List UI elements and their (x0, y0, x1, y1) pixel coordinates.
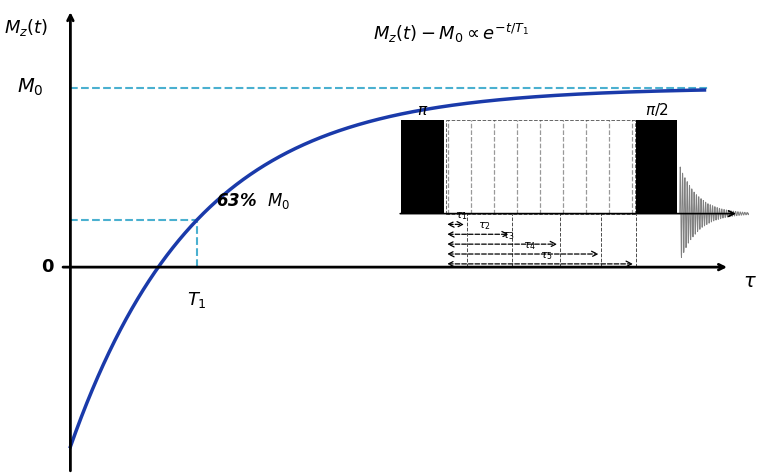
Text: $T_1$: $T_1$ (187, 291, 207, 311)
Text: $\tau_2$: $\tau_2$ (478, 220, 491, 232)
Text: $\tau_4$: $\tau_4$ (522, 240, 536, 252)
Bar (636, 120, 677, 214)
Text: $M_0$: $M_0$ (17, 77, 43, 98)
Text: $\tau_3$: $\tau_3$ (502, 230, 515, 242)
Text: $\tau_1$: $\tau_1$ (455, 210, 468, 222)
Text: $\pi$: $\pi$ (417, 103, 429, 118)
Text: $M_z(t)$: $M_z(t)$ (4, 18, 48, 38)
Text: $\pi/2$: $\pi/2$ (644, 101, 669, 118)
Text: 0: 0 (41, 258, 54, 276)
Text: $\tau_5$: $\tau_5$ (540, 250, 553, 262)
Text: $M_z(t)  -  M_0 \propto e^{-t/T_1}$: $M_z(t) - M_0 \propto e^{-t/T_1}$ (373, 22, 529, 45)
Bar (387, 120, 732, 282)
Text: $\tau$: $\tau$ (742, 272, 756, 291)
Text: 63%  $M_0$: 63% $M_0$ (216, 190, 291, 211)
Bar (402, 120, 444, 214)
